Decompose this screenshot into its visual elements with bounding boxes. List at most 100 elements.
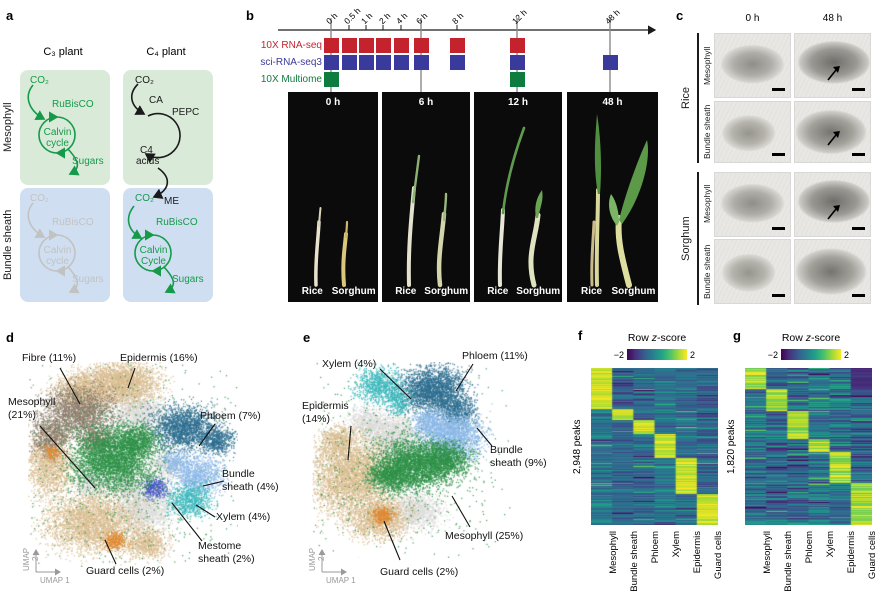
c4b-sugars-label: Sugars: [172, 274, 204, 285]
photo-time-label: 12 h: [507, 97, 528, 108]
em-image-sorghum-mesophyll-48h: [794, 171, 871, 237]
heatmap-f-ylabel: 2,948 peaks: [572, 419, 583, 474]
c3m-cycle-label: cycle: [46, 138, 69, 149]
sample-square: [323, 72, 339, 87]
sample-square: [323, 55, 339, 70]
sorghum-label: Sorghum: [424, 286, 469, 297]
umap-d-guard-cells-label: Guard cells (2%): [86, 565, 165, 577]
heatmap-canvas-f: [591, 368, 718, 525]
c3-plant-title: C₃ plant: [43, 46, 83, 58]
sample-square: [449, 38, 465, 53]
umap-d-phloem-label: Phloem (7%): [200, 410, 261, 422]
umap-d-mesophyll-label: Mesophyll (21%): [8, 396, 56, 421]
c3b-sugars-label: Sugars: [72, 274, 104, 285]
heatmap-g-colorbar: [781, 349, 841, 360]
c3b-co2-label: CO₂: [30, 193, 49, 204]
c3-bundle-sheath-box: [20, 188, 110, 302]
umap-scatter-canvas-e: [312, 362, 512, 558]
heatmap-column-label: Phloem: [803, 531, 815, 564]
c4b-co2-label: CO₂: [135, 193, 154, 204]
umap-d-bundle-sheath-label: Bundle sheath (4%): [222, 468, 279, 493]
em-image-sorghum-mesophyll-0h: [714, 171, 791, 237]
c4m-pepc-label: PEPC: [172, 107, 200, 118]
sorghum-label: Sorghum: [611, 286, 656, 297]
umap-d-xylem-label: Xylem (4%): [216, 511, 271, 523]
rice-label: Rice: [395, 286, 417, 297]
sample-square: [393, 38, 409, 53]
heatmap-f-colorbar: [627, 349, 687, 360]
c3m-sugars-label: Sugars: [72, 156, 104, 167]
c3m-rubisco-label: RuBisCO: [52, 99, 94, 110]
assay-label: sci-RNA-seq3: [260, 57, 322, 68]
scale-bar: [852, 294, 865, 297]
panel-letter-d: d: [6, 330, 14, 345]
sample-square: [341, 55, 357, 70]
heatmap-g-cbar-min: −2: [767, 350, 778, 360]
sample-square: [341, 38, 357, 53]
seedlings-6h-image: [406, 154, 448, 288]
em-image-sorghum-bundle-sheath-48h: [794, 239, 871, 304]
scale-bar: [772, 294, 785, 297]
rice-group-bar: [697, 33, 699, 163]
umap-d-fibre-label: Fibre (11%): [22, 352, 77, 364]
heatmap-column-label: Bundle sheath: [782, 531, 794, 592]
umap-e-bundle-sheath-label: Bundle sheath (9%): [490, 444, 547, 469]
c4-mesophyll-box: [123, 70, 213, 185]
sample-square: [393, 55, 409, 70]
umap-d-epidermis-label: Epidermis (16%): [120, 352, 198, 364]
sample-square: [509, 72, 525, 87]
scale-bar: [772, 88, 785, 91]
heatmap-g-ylabel: 1,820 peaks: [726, 419, 737, 474]
assay-label: 10X RNA-seq: [260, 40, 322, 51]
em-image-rice-bundle-sheath-0h: [714, 101, 791, 163]
em-arrow-icon: [827, 131, 840, 146]
panel-letter-e: e: [303, 330, 311, 345]
c3b-rubisco-label: RuBisCO: [52, 217, 94, 228]
sample-square: [449, 55, 465, 70]
panel-letter-c: c: [676, 8, 684, 23]
umap-d-yaxis-label: UMAP 2: [22, 547, 40, 571]
heatmap-column-label: Epidermis: [692, 531, 704, 574]
em-arrow-icon: [827, 205, 840, 220]
umap-e-yaxis-label: UMAP 2: [308, 547, 326, 571]
c3b-calvin-label: Calvin: [43, 245, 72, 256]
rice-label: Rice: [301, 286, 323, 297]
heatmap-f-cbar-min: −2: [613, 350, 624, 360]
em-arrow-icon: [827, 66, 840, 81]
rice-label: Rice: [580, 286, 603, 297]
c4m-co2-label: CO₂: [135, 75, 154, 86]
sample-square: [509, 38, 525, 53]
c4b-cycle-label: Cycle: [140, 256, 166, 267]
heatmap-column-label: Bundle sheath: [628, 531, 640, 592]
heatmap-g-cbar-max: 2: [844, 350, 850, 360]
c3m-co2-label: CO₂: [30, 75, 49, 86]
heatmap-f-title: Row z-score: [627, 332, 687, 344]
sample-square: [602, 55, 618, 70]
heatmap-canvas-g: [745, 368, 872, 525]
heatmap-g-title: Row z-score: [781, 332, 841, 344]
seedlings-0h-image: [314, 207, 349, 287]
umap-e-xylem-label: Xylem (4%): [322, 358, 377, 370]
scale-bar: [852, 88, 865, 91]
c4m-acids-label: acids: [136, 156, 160, 167]
scale-bar: [772, 227, 785, 230]
panel-letter-g: g: [733, 328, 741, 343]
panel-letter-a: a: [6, 8, 14, 23]
heatmap-column-label: Guard cells: [867, 531, 875, 580]
umap-scatter-canvas-d: [28, 362, 238, 567]
c4-bundle-sheath-box: [123, 188, 213, 302]
umap-d-xaxis-label: UMAP 1: [40, 576, 70, 585]
sorghum-label: Sorghum: [516, 286, 561, 297]
c4-plant-title: C₄ plant: [146, 46, 186, 58]
sample-square: [323, 38, 339, 53]
sorghum-group-bar: [697, 172, 699, 305]
sample-square: [413, 55, 429, 70]
em-col-header-0h: 0 h: [745, 13, 760, 24]
sample-square: [509, 55, 525, 70]
sorghum-label: Sorghum: [331, 286, 376, 297]
em-image-rice-mesophyll-0h: [714, 33, 791, 98]
c4b-rubisco-label: RuBisCO: [156, 217, 198, 228]
sample-square: [376, 38, 391, 53]
photo-time-label: 0 h: [325, 97, 341, 108]
